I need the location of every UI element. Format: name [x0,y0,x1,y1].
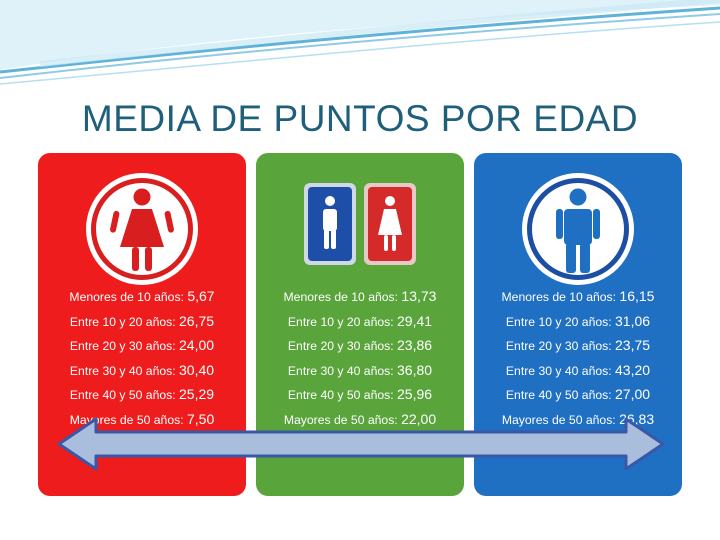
list-item: Mayores de 50 años: 22,00 [283,410,437,427]
restroom-sign-icon [304,183,416,265]
list-item: Mayores de 50 años: 7,50 [69,410,215,427]
slide-title: MEDIA DE PUNTOS POR EDAD [81,98,639,139]
list-item: Entre 20 y 30 años: 24,00 [69,337,215,353]
list-item: Entre 20 y 30 años: 23,86 [287,337,433,353]
male-stats-list: Menores de 10 años: 16,15 Entre 10 y 20 … [474,284,682,431]
list-item: Entre 40 y 50 años: 27,00 [505,386,651,402]
list-item: Entre 40 y 50 años: 25,29 [69,386,215,402]
list-item: Entre 30 y 40 años: 30,40 [69,361,215,378]
female-stats-list: Menores de 10 años: 5,67 Entre 10 y 20 a… [38,284,246,431]
mixed-stats-list: Menores de 10 años: 13,73 Entre 10 y 20 … [256,284,464,431]
list-item: Menores de 10 años: 16,15 [501,288,655,304]
list-item: Menores de 10 años: 13,73 [283,288,437,304]
man-restroom-icon [522,173,634,285]
list-item: Entre 20 y 30 años: 23,75 [505,337,651,353]
list-item: Entre 10 y 20 años: 29,41 [287,312,433,329]
list-item: Entre 10 y 20 años: 31,06 [505,312,651,329]
list-item: Entre 30 y 40 años: 36,80 [287,361,433,378]
list-item: Entre 30 y 40 años: 43,20 [505,361,651,378]
header-wave-decoration [0,0,720,85]
woman-restroom-icon [86,173,198,285]
list-item: Entre 40 y 50 años: 25,96 [287,386,433,402]
list-item: Entre 10 y 20 años: 26,75 [69,312,215,329]
double-arrow-icon [57,417,665,471]
list-item: Menores de 10 años: 5,67 [69,288,215,304]
